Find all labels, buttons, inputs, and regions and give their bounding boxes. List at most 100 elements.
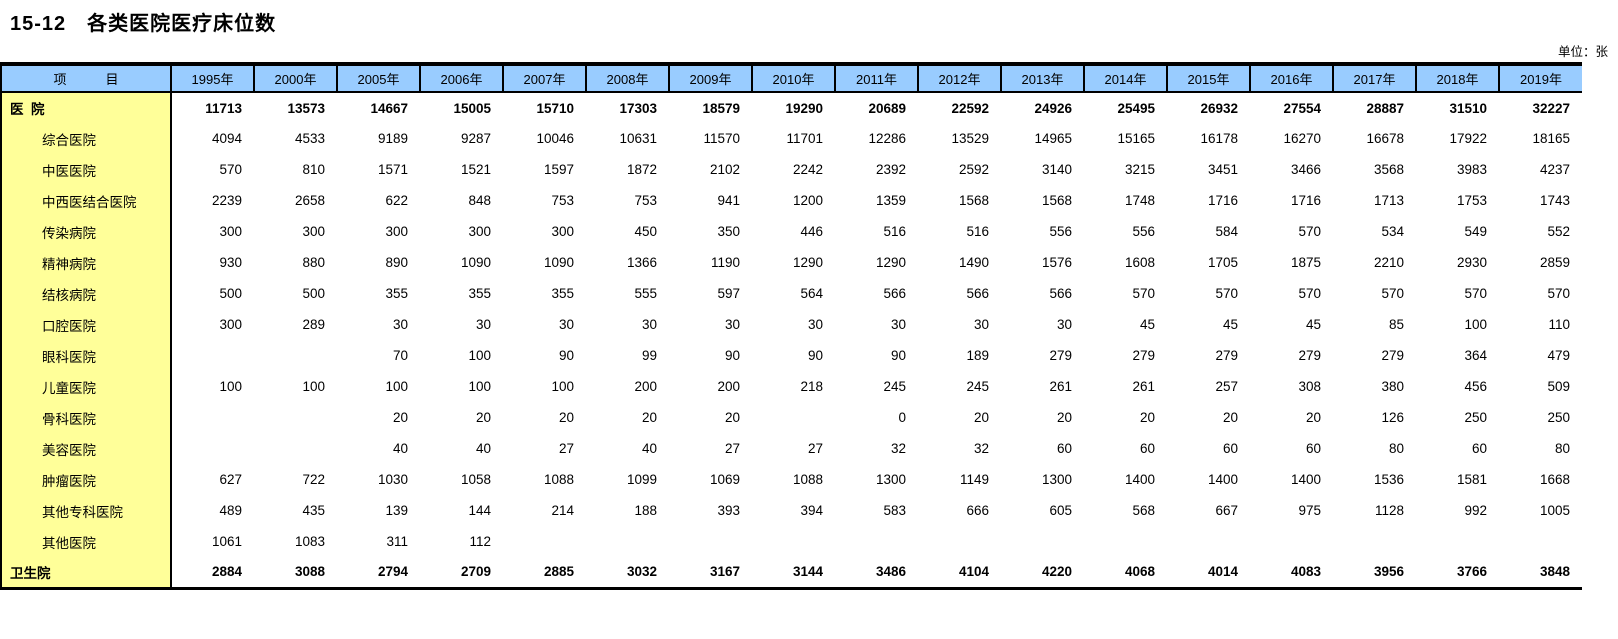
- table-row: 传染病院 300 300 300 300 300 450 350 446 516 516 556 556…: [1, 216, 1582, 247]
- data-cell: 30: [558, 317, 574, 332]
- data-cell: 380: [1381, 379, 1404, 394]
- data-cell: 300: [302, 224, 325, 239]
- data-cell: 20: [558, 410, 574, 425]
- data-cell: 80: [1388, 441, 1404, 456]
- item-column-header: 项 目: [1, 64, 171, 93]
- header-row: 项 目 1995年 2000年 2005年 2006年 2007年 2008年 2009年 2…: [1, 64, 1582, 93]
- data-cell: 200: [634, 379, 657, 394]
- data-cell: 552: [1547, 224, 1570, 239]
- data-cell: 500: [219, 286, 242, 301]
- data-cell: 90: [558, 348, 574, 363]
- data-cell: 16270: [1283, 131, 1321, 146]
- data-cell: 80: [1554, 441, 1570, 456]
- table-row: 眼科医院 70 100 90 99 90 90 90 189 279 279 279 279 279 364…: [1, 340, 1582, 371]
- data-cell: 200: [717, 379, 740, 394]
- year-column-header: 2008年: [585, 64, 669, 93]
- row-label: 结核病院: [1, 278, 172, 309]
- table-row: 结核病院 500 500 355 355 355 555 597 564 566 566 566 570…: [1, 278, 1582, 309]
- data-cell: 489: [219, 503, 242, 518]
- data-cell: 311: [386, 534, 408, 549]
- data-cell: 1400: [1290, 472, 1321, 487]
- data-cell: 355: [385, 286, 408, 301]
- data-cell: 261: [1132, 379, 1155, 394]
- data-cell: 300: [385, 224, 408, 239]
- data-cell: 257: [1215, 379, 1238, 394]
- data-cell: 450: [634, 224, 657, 239]
- data-cell: 3848: [1539, 564, 1570, 580]
- data-cell: 568: [1132, 503, 1155, 518]
- data-cell: 1597: [543, 162, 574, 177]
- data-cell: 300: [468, 224, 491, 239]
- data-cell: [752, 526, 835, 557]
- data-cell: 3167: [709, 564, 740, 580]
- data-cell: 393: [717, 503, 740, 518]
- data-cell: 3088: [294, 564, 325, 580]
- data-cell: 25495: [1117, 100, 1155, 116]
- data-cell: [752, 402, 835, 433]
- data-cell: 500: [302, 286, 325, 301]
- data-cell: 40: [641, 441, 657, 456]
- data-cell: 30: [973, 317, 989, 332]
- page-title: 15-12 各类医院医疗床位数: [10, 13, 277, 35]
- data-cell: 1536: [1373, 472, 1404, 487]
- data-cell: 10046: [536, 131, 574, 146]
- table-row: 综合医院 4094 4533 9189 9287 10046 10631 11570 11701…: [1, 123, 1582, 154]
- data-cell: 1568: [958, 193, 989, 208]
- data-cell: 100: [302, 379, 325, 394]
- data-cell: 3215: [1124, 162, 1155, 177]
- data-table: 项 目 1995年 2000年 2005年 2006年 2007年 2008年 2009年 2…: [0, 62, 1582, 590]
- data-cell: 1568: [1041, 193, 1072, 208]
- data-cell: 1200: [792, 193, 823, 208]
- year-column-header: 2005年: [336, 64, 420, 93]
- data-cell: 2392: [875, 162, 906, 177]
- data-cell: 4083: [1290, 564, 1321, 580]
- data-cell: 30: [807, 317, 823, 332]
- data-cell: 394: [800, 503, 823, 518]
- table-row: 医 院 11713 13573 14667 15005 15710 17303 18579 19…: [1, 92, 1582, 123]
- year-column-header: 2012年: [917, 64, 1001, 93]
- data-cell: [254, 402, 337, 433]
- data-cell: 3144: [792, 564, 823, 580]
- data-cell: 218: [800, 379, 823, 394]
- data-cell: [1001, 526, 1084, 557]
- data-cell: 975: [1298, 503, 1321, 518]
- data-cell: 1875: [1290, 255, 1321, 270]
- data-cell: 3451: [1207, 162, 1238, 177]
- year-column-header: 2017年: [1332, 64, 1416, 93]
- data-cell: 1716: [1207, 193, 1238, 208]
- data-cell: 189: [966, 348, 989, 363]
- year-column-header: 2015年: [1166, 64, 1250, 93]
- data-cell: 3568: [1373, 162, 1404, 177]
- row-label: 其他医院: [1, 526, 172, 557]
- data-cell: 456: [1464, 379, 1487, 394]
- data-cell: 3466: [1290, 162, 1321, 177]
- data-cell: 1099: [626, 472, 657, 487]
- data-cell: 570: [1215, 286, 1238, 301]
- data-cell: [1333, 526, 1416, 557]
- data-cell: 4237: [1539, 162, 1570, 177]
- data-cell: 30: [1056, 317, 1072, 332]
- row-label: 肿瘤医院: [1, 464, 172, 495]
- data-cell: 992: [1464, 503, 1487, 518]
- data-cell: 570: [219, 162, 242, 177]
- data-cell: 0: [898, 410, 906, 425]
- data-cell: 112: [469, 534, 491, 549]
- row-label: 精神病院: [1, 247, 172, 278]
- year-column-header: 2010年: [751, 64, 835, 93]
- data-cell: 4104: [958, 564, 989, 580]
- data-cell: 2930: [1456, 255, 1487, 270]
- data-cell: 570: [1547, 286, 1570, 301]
- year-column-header: 1995年: [170, 64, 254, 93]
- data-cell: 144: [468, 503, 491, 518]
- data-cell: 11713: [205, 100, 242, 116]
- data-cell: 570: [1298, 286, 1321, 301]
- data-cell: 245: [966, 379, 989, 394]
- data-cell: 1149: [959, 472, 989, 487]
- data-cell: 100: [551, 379, 574, 394]
- data-cell: 90: [807, 348, 823, 363]
- data-cell: [171, 402, 254, 433]
- data-cell: 1872: [626, 162, 657, 177]
- table-row: 美容医院 40 40 27 40 27 27 32 32 60 60 60 60 80 60 80: [1, 433, 1582, 464]
- data-cell: 810: [302, 162, 325, 177]
- data-cell: 556: [1049, 224, 1072, 239]
